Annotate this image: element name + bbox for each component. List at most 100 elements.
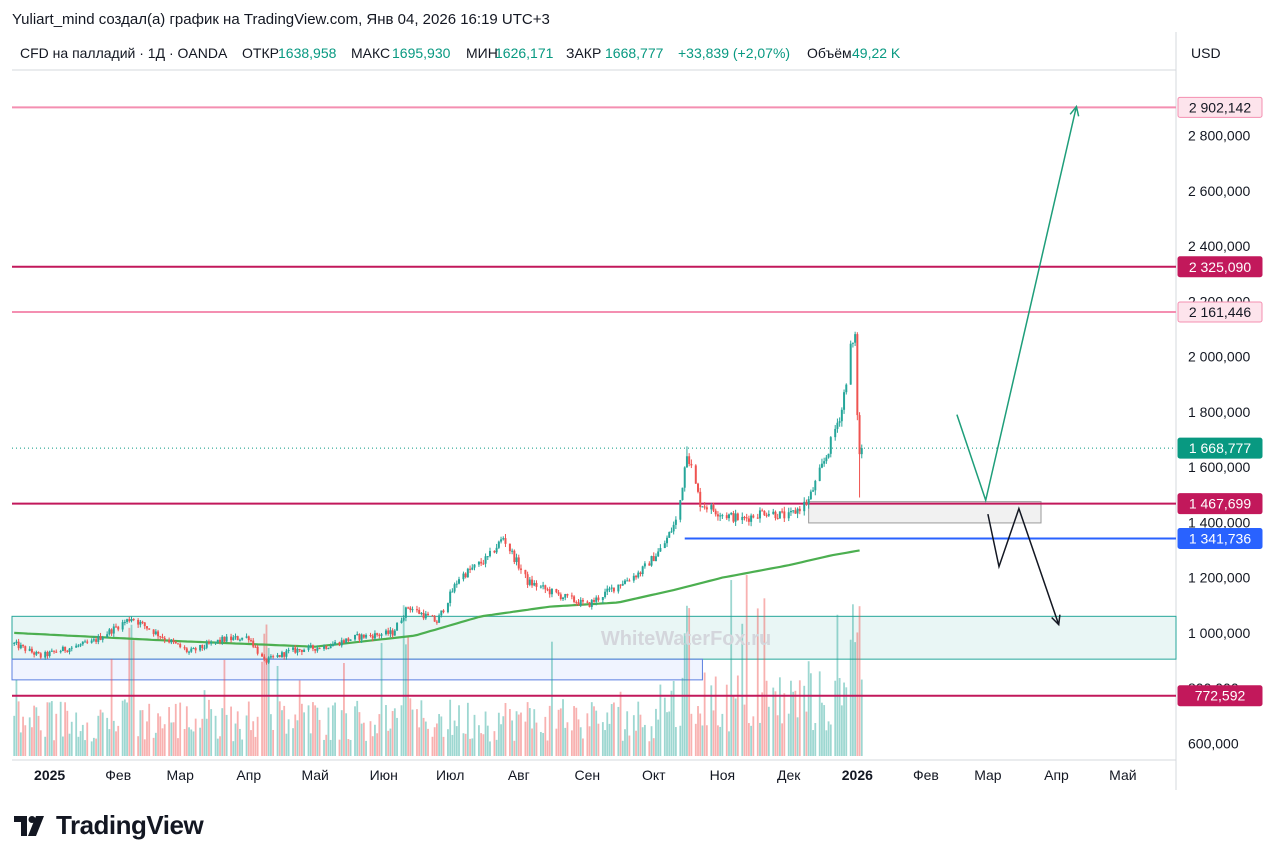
volume-bar [845,687,848,756]
candle-body [513,550,516,562]
volume-bar [161,728,164,756]
candle-body [199,644,202,651]
candle-body [778,511,781,519]
volume-bar [586,713,589,756]
candle [544,584,547,594]
candle-body [325,646,328,649]
candle [323,644,326,651]
candle [484,553,487,568]
candle-body [648,563,651,566]
candle [97,634,100,645]
candle [296,647,299,656]
candle-body [338,642,341,646]
candle [137,618,140,628]
volume-bar [402,605,405,756]
tradingview-logo[interactable]: TradingView [14,810,204,841]
volume-bar [250,730,252,756]
watermark-text: WhiteWaterFox.ru [601,628,771,650]
volume-bar [356,700,359,756]
volume-bar [61,736,64,756]
candle-body [449,591,452,604]
candle-body [81,641,84,645]
candle [245,633,248,639]
candle-body [157,631,160,637]
volume-bar [53,740,55,756]
x-tick-label: 2025 [34,767,65,783]
candle-body [725,515,728,519]
candle-body [378,634,381,636]
volume-bar [201,718,204,756]
candle-body [632,575,635,581]
candle-body [710,505,713,510]
candle [126,618,129,624]
candle [349,639,352,642]
candle [230,633,233,643]
candle-body [635,575,638,578]
candle-body [843,392,846,410]
candle [338,641,341,647]
green-zone [11,615,1177,660]
volume-bar [650,726,653,756]
volume-bar [515,711,518,756]
candle-body [37,651,40,654]
candle [449,589,452,607]
candle-body [519,568,522,570]
candle-body [849,343,852,385]
candle [765,512,768,518]
volume-bar [121,700,124,756]
candle-body [207,642,210,644]
volume-bar [77,736,80,756]
candle [818,464,821,482]
candle [261,652,264,657]
candle-body [809,491,812,500]
volume-bar [347,739,350,756]
candle [590,598,593,610]
candle-body [292,647,295,650]
candle-body [575,601,578,603]
candle [101,635,104,643]
candle-body [283,652,286,657]
volume-bar [796,717,799,756]
candle [121,619,124,632]
x-tick-label: Мар [166,767,194,783]
candle-body [334,642,337,645]
ma-layer [14,549,860,648]
candle-body [203,647,206,649]
candle-body [528,579,531,585]
candle-body [35,651,38,655]
volume-bar [606,712,609,756]
volume-bar [539,731,542,756]
candle [763,510,766,517]
candle [159,635,162,640]
candle [438,613,441,623]
candle [727,513,730,522]
volume-bar [418,727,421,756]
volume-bar [396,717,398,756]
volume-bar [736,675,739,756]
candle [752,514,755,519]
candle-body [854,334,857,343]
candle-body [342,640,345,643]
candle [626,577,629,582]
volume-bar [500,724,502,756]
volume-bar [803,685,806,756]
candle [33,651,36,658]
candle [548,586,551,598]
candle [555,588,558,594]
candle-body [781,511,784,513]
candle [721,513,724,519]
candle-body [446,603,449,613]
candle [106,631,109,639]
x-tick-label: Сен [575,767,601,783]
candle [497,540,500,550]
candle-body [46,651,49,657]
volume-bar [860,679,863,756]
candle-body [329,646,332,649]
candle [531,575,534,588]
candle-body [643,563,646,567]
candle [110,628,113,636]
candle-body [827,453,830,458]
candle [453,582,456,594]
volume-bar [776,715,779,756]
